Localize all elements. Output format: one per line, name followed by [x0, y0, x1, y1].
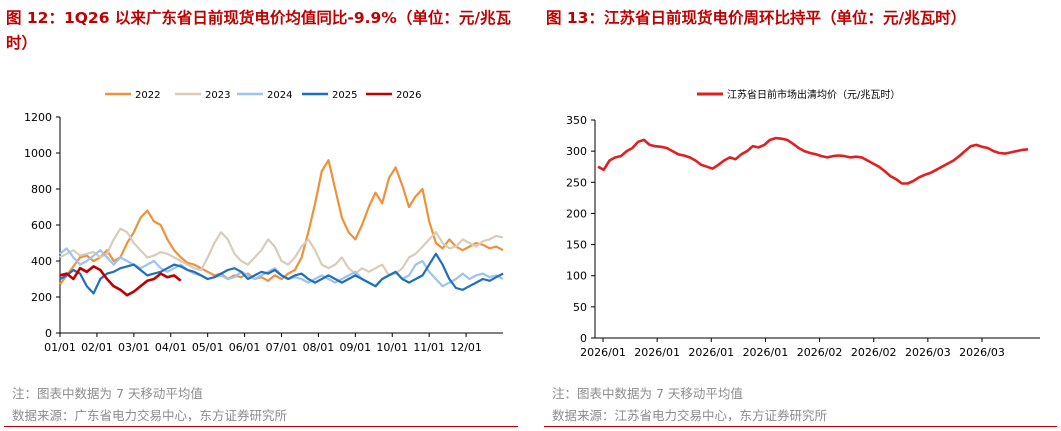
left-x-tick-label: 07/01 — [266, 341, 298, 354]
left-figure: 图 12：1Q26 以来广东省日前现货电价均值同比-9.9%（单位：元/兆瓦时）… — [0, 0, 522, 431]
left-x-tick-label: 09/01 — [339, 341, 371, 354]
right-x-tick-label: 2026/01 — [688, 346, 734, 359]
right-x-tick-label: 2026/02 — [797, 346, 843, 359]
right-figure: 图 13：江苏省日前现货电价周环比持平（单位：元/兆瓦时） 0 50 100 150 2… — [540, 0, 1061, 431]
right-y-tick-label: 300 — [566, 145, 587, 158]
left-x-tick-label: 11/01 — [413, 341, 445, 354]
right-bottom-rule — [544, 426, 1057, 427]
left-series-line-2026 — [59, 265, 182, 297]
right-y-tick-label: 0 — [580, 332, 587, 345]
left-source: 数据来源：广东省电力交易中心，东方证券研究所 — [12, 408, 288, 423]
left-x-tick-label: 02/01 — [81, 341, 113, 354]
right-x-tick-label: 2026/03 — [905, 346, 951, 359]
right-series-line — [597, 136, 1029, 185]
left-y-tick-label: 400 — [31, 255, 52, 268]
left-x-tick-label: 01/01 — [44, 341, 76, 354]
left-series-line-2023 — [59, 227, 504, 277]
left-legend-label: 2023 — [205, 90, 230, 101]
left-series-line-2025 — [59, 252, 504, 295]
left-legend-label: 2022 — [135, 90, 160, 101]
right-figure-title: 图 13：江苏省日前现货电价周环比持平（单位：元/兆瓦时） — [546, 9, 967, 27]
right-chart: 0 50 100 150 200 250 300 350 2026/01 2026/01 2026/… — [566, 88, 1040, 359]
right-y-tick-label: 350 — [566, 114, 587, 127]
left-legend-label: 2024 — [267, 90, 292, 101]
left-bottom-rule — [4, 426, 518, 427]
right-note: 注：图表中数据为 7 天移动平均值 — [552, 386, 743, 401]
left-figure-title: 图 12：1Q26 以来广东省日前现货电价均值同比-9.9%（单位：元/兆瓦时） — [6, 9, 511, 52]
left-legend-label: 2026 — [396, 90, 421, 101]
left-y-tick-label: 200 — [31, 291, 52, 304]
left-y-tick-label: 800 — [31, 183, 52, 196]
left-x-tick-label: 05/01 — [192, 341, 224, 354]
left-x-tick-label: 10/01 — [376, 341, 408, 354]
left-x-tick-label: 04/01 — [155, 341, 187, 354]
left-y-tick-label: 1200 — [24, 111, 52, 124]
right-y-tick-label: 100 — [566, 270, 587, 283]
right-legend-label: 江苏省日前市场出清均价（元/兆瓦时） — [727, 88, 900, 101]
right-y-tick-label: 200 — [566, 207, 587, 220]
right-x-tick-label: 2026/01 — [580, 346, 626, 359]
left-x-tick-label: 03/01 — [118, 341, 150, 354]
right-source: 数据来源：江苏省电力交易中心，东方证券研究所 — [552, 408, 828, 423]
right-y-tick-label: 250 — [566, 176, 587, 189]
right-x-tick-label: 2026/02 — [851, 346, 897, 359]
left-y-tick-label: 600 — [31, 219, 52, 232]
right-y-tick-label: 150 — [566, 239, 587, 252]
left-series-line-2022 — [59, 159, 504, 286]
left-y-tick-label: 0 — [45, 327, 52, 340]
left-note: 注：图表中数据为 7 天移动平均值 — [12, 386, 203, 401]
right-x-tick-label: 2026/01 — [743, 346, 789, 359]
left-x-tick-label: 08/01 — [303, 341, 335, 354]
right-y-tick-label: 50 — [573, 301, 587, 314]
left-x-tick-label: 12/01 — [450, 341, 482, 354]
left-legend-label: 2025 — [332, 90, 357, 101]
left-chart: 0 200 400 600 800 1000 1200 01/01 02/01 03/01 04/0… — [24, 90, 504, 354]
left-y-tick-label: 1000 — [24, 147, 52, 160]
right-x-tick-label: 2026/01 — [634, 346, 680, 359]
left-x-tick-label: 06/01 — [229, 341, 261, 354]
right-x-tick-label: 2026/03 — [959, 346, 1005, 359]
